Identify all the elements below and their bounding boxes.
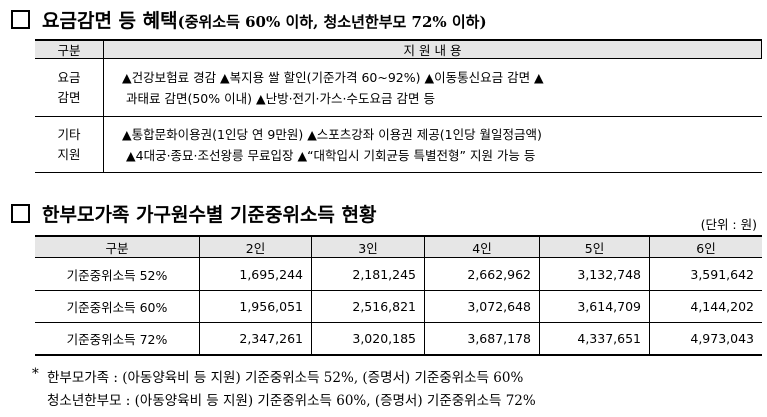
income-value: 3,591,642 bbox=[650, 258, 762, 291]
header-cell: 5인 bbox=[540, 237, 650, 258]
note-line: 청소년한부모 : (아동양육비 등 지원) 기준중위소득 60%, (증명서) … bbox=[47, 393, 536, 409]
header-cell: 6인 bbox=[650, 237, 762, 258]
note-mark: * bbox=[32, 366, 39, 382]
section-title: 한부모가족 가구원수별 기준중위소득 현황 bbox=[42, 204, 377, 226]
row-label: 기준중위소득 52% bbox=[35, 258, 200, 291]
income-value: 4,973,043 bbox=[650, 323, 762, 356]
income-value: 4,337,651 bbox=[540, 323, 650, 356]
income-value: 2,516,821 bbox=[312, 291, 425, 323]
content-line: 과태료 감면(50% 이내) ▲난방·전기·가스·수도요금 감면 등 bbox=[126, 90, 435, 106]
subtitle: (중위소득 60% 이하, 청소년한부모 72% 이하) bbox=[177, 13, 487, 31]
row-label: 기준중위소득 72% bbox=[35, 323, 200, 356]
income-value: 2,181,245 bbox=[312, 258, 425, 291]
square-icon bbox=[11, 10, 30, 29]
unit-label: (단위 : 원) bbox=[700, 217, 757, 232]
label-line: 요금 bbox=[57, 69, 81, 85]
income-value: 1,695,244 bbox=[200, 258, 312, 291]
content-line: ▲4대궁·종묘·조선왕릉 무료입장 ▲“대학입시 기회균등 특별전형” 지원 가… bbox=[126, 147, 536, 163]
top-rule bbox=[35, 235, 762, 237]
income-value: 2,662,962 bbox=[425, 258, 540, 291]
label-line: 지원 bbox=[57, 146, 81, 162]
square-icon bbox=[11, 204, 30, 223]
header-cell: 2인 bbox=[200, 237, 312, 258]
title-text: 요금감면 등 혜택 bbox=[42, 10, 178, 32]
income-value: 3,072,648 bbox=[425, 291, 540, 323]
row-content: ▲건강보험료 경감 ▲복지용 쌀 할인(기준가격 60~92%) ▲이동통신요금… bbox=[104, 59, 762, 117]
note-line: 한부모가족 : (아동양육비 등 지원) 기준중위소득 52%, (증명서) 기… bbox=[47, 370, 524, 386]
content-line: ▲건강보험료 경감 ▲복지용 쌀 할인(기준가격 60~92%) ▲이동통신요금… bbox=[122, 69, 544, 85]
income-value: 3,614,709 bbox=[540, 291, 650, 323]
row-content: ▲통합문화이용권(1인당 연 9만원) ▲스포츠강좌 이용권 제공(1인당 월일… bbox=[104, 117, 762, 173]
section-title: 요금감면 등 혜택(중위소득 60% 이하, 청소년한부모 72% 이하) bbox=[42, 6, 487, 33]
content-line: ▲통합문화이용권(1인당 연 9만원) ▲스포츠강좌 이용권 제공(1인당 월일… bbox=[122, 126, 542, 142]
row-label: 기준중위소득 60% bbox=[35, 291, 200, 323]
label-line: 감면 bbox=[57, 89, 81, 105]
header-cell: 지 원 내 용 bbox=[104, 41, 762, 59]
income-value: 3,687,178 bbox=[425, 323, 540, 356]
label-line: 기타 bbox=[57, 126, 81, 142]
income-value: 3,020,185 bbox=[312, 323, 425, 356]
income-value: 1,956,051 bbox=[200, 291, 312, 323]
header-cell: 구분 bbox=[35, 41, 104, 59]
income-value: 3,132,748 bbox=[540, 258, 650, 291]
header-cell: 3인 bbox=[312, 237, 425, 258]
income-value: 4,144,202 bbox=[650, 291, 762, 323]
header-cell: 구분 bbox=[35, 237, 200, 258]
income-value: 2,347,261 bbox=[200, 323, 312, 356]
top-rule bbox=[35, 39, 762, 41]
header-cell: 4인 bbox=[425, 237, 540, 258]
